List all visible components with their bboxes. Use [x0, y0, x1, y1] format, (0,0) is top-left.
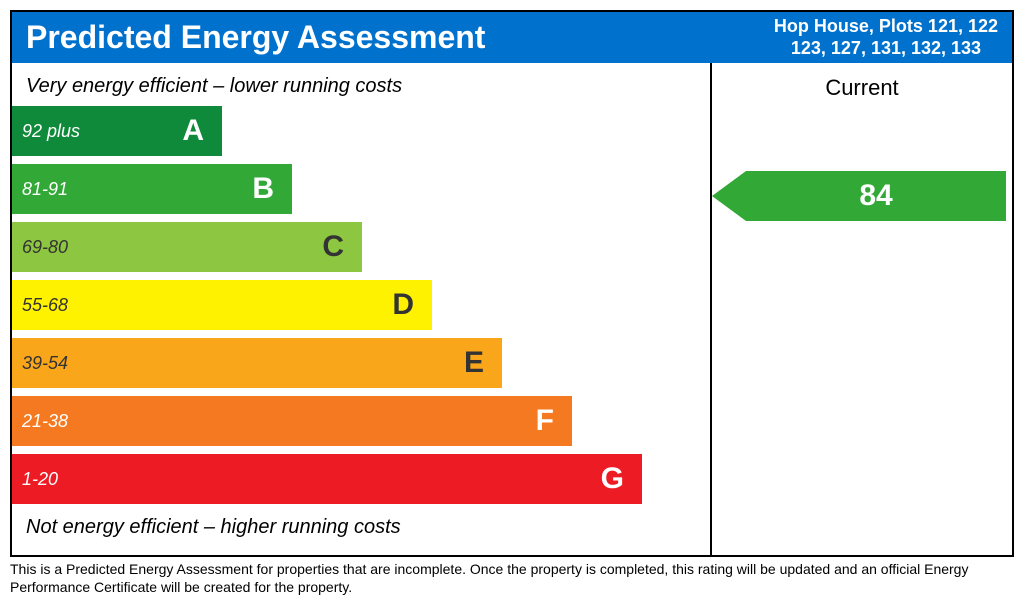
bar-range-label: 81-91 [22, 179, 68, 200]
bar-row-c: 69-80 C [12, 222, 710, 272]
bar-letter: G [601, 462, 624, 496]
bar-g: 1-20 G [12, 454, 642, 504]
current-arrow: 84 [712, 171, 1012, 221]
bar-range-label: 92 plus [22, 121, 80, 142]
bar-letter: D [392, 288, 414, 322]
bar-letter: A [182, 114, 204, 148]
bar-c: 69-80 C [12, 222, 362, 272]
bar-e: 39-54 E [12, 338, 502, 388]
bar-range-label: 69-80 [22, 237, 68, 258]
current-area: Current 84 [712, 63, 1012, 555]
bar-range-label: 39-54 [22, 353, 68, 374]
arrow-head-icon [712, 171, 746, 221]
subtitle-top: Very energy efficient – lower running co… [12, 71, 710, 106]
current-value: 84 [746, 171, 1006, 221]
bar-row-e: 39-54 E [12, 338, 710, 388]
header-title: Predicted Energy Assessment [12, 13, 760, 62]
epc-container: Predicted Energy Assessment Hop House, P… [10, 10, 1014, 557]
bar-range-label: 21-38 [22, 411, 68, 432]
subtitle-bottom: Not energy efficient – higher running co… [12, 512, 710, 547]
bar-letter: B [252, 172, 274, 206]
body: Very energy efficient – lower running co… [12, 63, 1012, 555]
bar-row-g: 1-20 G [12, 454, 710, 504]
bar-d: 55-68 D [12, 280, 432, 330]
bar-b: 81-91 B [12, 164, 292, 214]
header-property: Hop House, Plots 121, 122 123, 127, 131,… [760, 12, 1012, 63]
bar-a: 92 plus A [12, 106, 222, 156]
current-header: Current [712, 71, 1012, 109]
bar-row-d: 55-68 D [12, 280, 710, 330]
header: Predicted Energy Assessment Hop House, P… [12, 12, 1012, 63]
bar-letter: C [322, 230, 344, 264]
bar-range-label: 1-20 [22, 469, 58, 490]
footnote: This is a Predicted Energy Assessment fo… [10, 557, 1014, 596]
bars-group: 92 plus A 81-91 B 69-80 C 55-68 D 39-54 E 21-38 F 1-… [12, 106, 710, 504]
bar-f: 21-38 F [12, 396, 572, 446]
bar-row-a: 92 plus A [12, 106, 710, 156]
bar-range-label: 55-68 [22, 295, 68, 316]
property-line-1: Hop House, Plots 121, 122 [774, 16, 998, 38]
bar-row-f: 21-38 F [12, 396, 710, 446]
bar-row-b: 81-91 B [12, 164, 710, 214]
bar-letter: E [464, 346, 484, 380]
property-line-2: 123, 127, 131, 132, 133 [774, 38, 998, 60]
chart-area: Very energy efficient – lower running co… [12, 63, 712, 555]
bar-letter: F [536, 404, 554, 438]
